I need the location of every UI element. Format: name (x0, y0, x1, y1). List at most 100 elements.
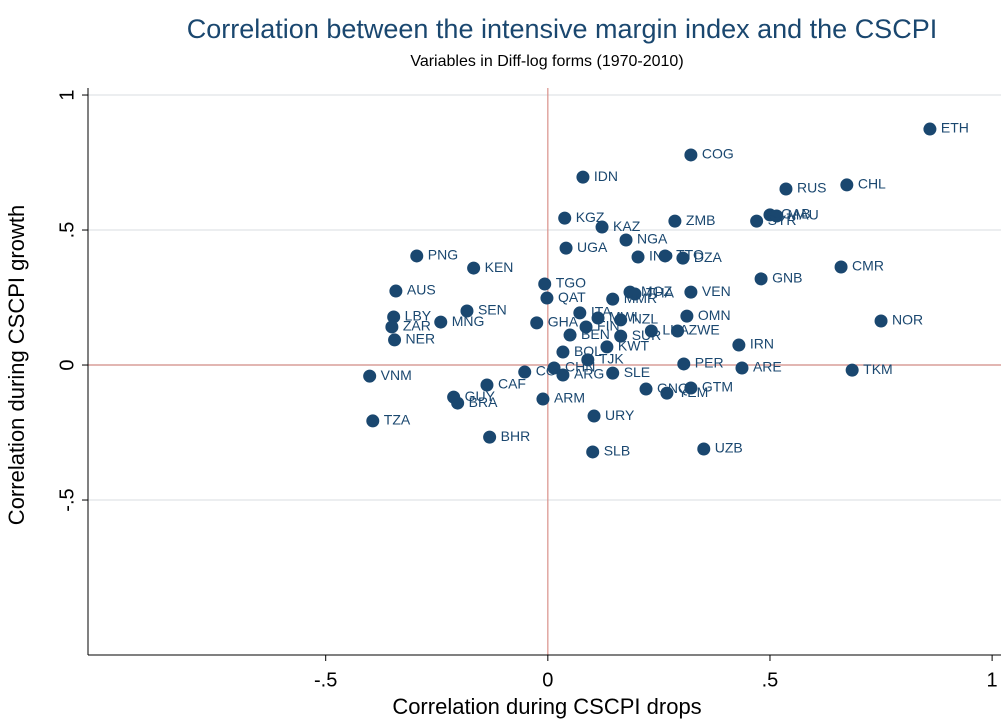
point-label: SUR (632, 327, 662, 343)
point (389, 284, 403, 298)
x-axis-title: Correlation during CSCPI drops (392, 694, 701, 719)
point-label: VNM (381, 367, 412, 383)
point (845, 363, 859, 377)
point-label: RUS (797, 180, 827, 196)
point (573, 306, 587, 320)
point-label: ZAR (403, 318, 431, 334)
point-label: BEN (581, 326, 610, 342)
point (684, 148, 698, 162)
point-label: BOL (574, 343, 602, 359)
point (518, 365, 532, 379)
point (658, 249, 672, 263)
y-tick-label: 1 (56, 89, 78, 100)
point (697, 442, 711, 456)
point-label: IDN (594, 168, 618, 184)
point (840, 178, 854, 192)
point (547, 361, 561, 375)
point-label: KAZ (613, 218, 641, 234)
point (779, 182, 793, 196)
point-label: MNG (452, 313, 485, 329)
point-label: URY (605, 407, 635, 423)
point (530, 316, 544, 330)
point-label: TGO (556, 275, 586, 291)
point-label: PNG (428, 247, 458, 263)
point-label: BHR (501, 428, 531, 444)
point-label: TJK (599, 351, 625, 367)
point (434, 315, 448, 329)
point (606, 366, 620, 380)
point (732, 338, 746, 352)
y-axis-title: Correlation during CSCPI growth (4, 205, 29, 525)
point (563, 328, 577, 342)
point (576, 170, 590, 184)
point (923, 122, 937, 136)
point (387, 310, 401, 324)
point (556, 368, 570, 382)
point-label: KGZ (576, 209, 605, 225)
point (644, 324, 658, 338)
point-label: ARG (574, 366, 604, 382)
point (559, 241, 573, 255)
point (591, 311, 605, 325)
point (451, 396, 465, 410)
point-label: YEM (678, 384, 708, 400)
point (595, 220, 609, 234)
point-label: THA (646, 285, 675, 301)
point (538, 277, 552, 291)
point (684, 285, 698, 299)
point (874, 314, 888, 328)
point-label: ETH (941, 120, 969, 136)
x-tick-label: 1 (987, 669, 998, 691)
point-label: KEN (485, 259, 514, 275)
point (385, 320, 399, 334)
point-label: GAB (781, 206, 811, 222)
point-label: DZA (694, 249, 723, 265)
point-label: LBY (405, 308, 432, 324)
y-tick-label: -.5 (56, 488, 78, 511)
point (540, 291, 554, 305)
point-label: QAT (558, 289, 586, 305)
point-label: GUY (465, 388, 496, 404)
point (680, 309, 694, 323)
point (668, 214, 682, 228)
point-label: NER (406, 331, 436, 347)
point (639, 382, 653, 396)
point (581, 353, 595, 367)
point (676, 251, 690, 265)
point-label: CHL (858, 176, 886, 192)
point (735, 361, 749, 375)
point-label: IRN (750, 336, 774, 352)
point (363, 369, 377, 383)
point-label: GHA (548, 314, 579, 330)
point-label: SLE (624, 364, 650, 380)
point (754, 272, 768, 286)
point (536, 392, 550, 406)
point (677, 357, 691, 371)
point (684, 381, 698, 395)
point (366, 414, 380, 428)
point-label: NZL (632, 311, 659, 327)
point-label: COG (702, 146, 734, 162)
point (388, 333, 402, 347)
point (410, 249, 424, 263)
x-tick-label: .5 (762, 669, 779, 691)
point-label: UGA (577, 239, 608, 255)
point (614, 329, 628, 343)
point-label: MAU (788, 207, 819, 223)
point-label: GTM (702, 379, 733, 395)
point (480, 378, 494, 392)
point (619, 233, 633, 247)
point-label: ZMB (686, 212, 716, 228)
point-label: SEN (478, 302, 507, 318)
point (671, 324, 685, 338)
point (606, 292, 620, 306)
point (834, 260, 848, 274)
point-label: CMR (852, 258, 884, 274)
point (586, 445, 600, 459)
y-tick-label: 0 (56, 359, 78, 370)
chart-title: Correlation between the intensive margin… (187, 14, 937, 44)
point (614, 313, 628, 327)
x-tick-label: -.5 (314, 669, 337, 691)
point (467, 261, 481, 275)
